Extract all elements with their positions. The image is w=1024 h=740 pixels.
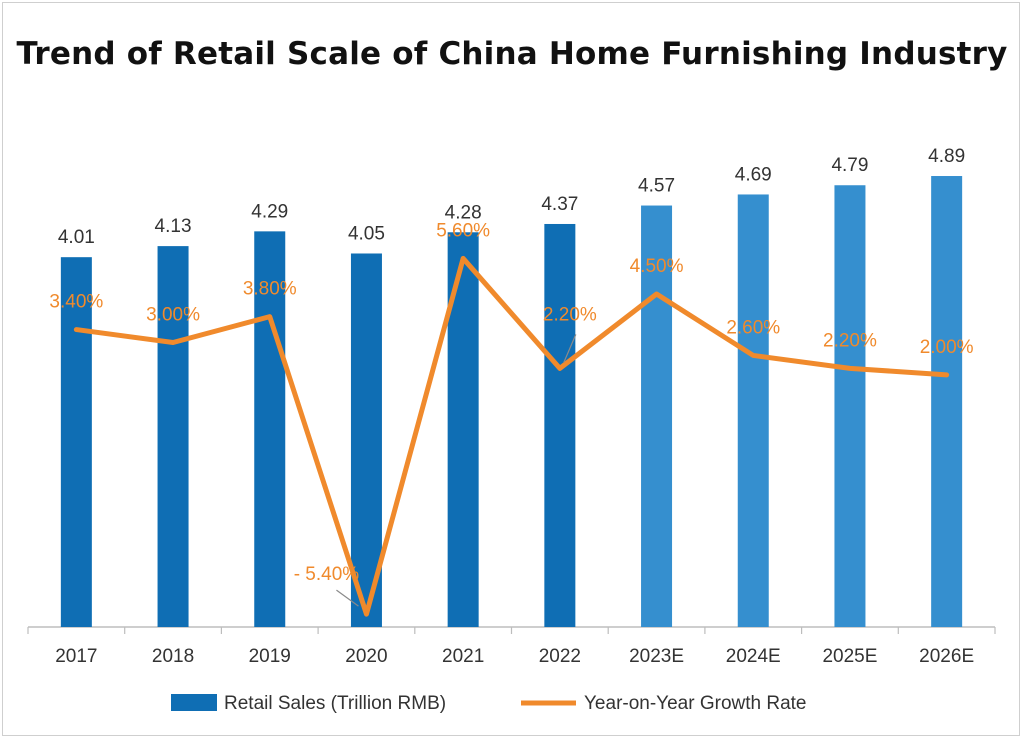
- bar-value-label: 4.01: [58, 227, 95, 248]
- growth-rate-label: 4.50%: [630, 256, 684, 277]
- growth-rate-label: 2.20%: [543, 304, 597, 325]
- growth-rate-label: 3.00%: [146, 305, 200, 326]
- growth-rate-label: 2.20%: [823, 330, 877, 351]
- bar-value-label: 4.29: [251, 201, 288, 222]
- bar-retail-sales-2024E: [737, 194, 769, 627]
- growth-rate-label: 2.00%: [920, 337, 974, 358]
- x-tick-label: 2021: [442, 646, 484, 667]
- bar-retail-sales-2023E: [641, 205, 673, 628]
- bar-value-label: 4.89: [928, 146, 965, 167]
- x-tick-label: 2022: [539, 646, 581, 667]
- leader-line: [336, 589, 359, 607]
- x-tick-label: 2018: [152, 646, 194, 667]
- bar-value-label: 4.05: [348, 223, 385, 244]
- x-tick-label: 2024E: [726, 646, 781, 667]
- bar-retail-sales-2017: [60, 257, 92, 627]
- chart-title: Trend of Retail Scale of China Home Furn…: [16, 36, 1008, 72]
- bar-value-label: 4.57: [638, 176, 675, 197]
- bar-value-label: 4.79: [831, 155, 868, 176]
- bar-retail-sales-2020: [350, 253, 382, 627]
- growth-rate-label: 3.40%: [49, 292, 103, 313]
- growth-rate-label: - 5.40%: [294, 564, 360, 585]
- growth-rate-label: 2.60%: [726, 317, 780, 338]
- bar-retail-sales-2019: [254, 231, 286, 628]
- x-tick-label: 2020: [345, 646, 387, 667]
- x-tick-label: 2017: [55, 646, 97, 667]
- x-tick-label: 2019: [249, 646, 291, 667]
- x-tick-label: 2026E: [919, 646, 974, 667]
- legend-label-retail-sales: Retail Sales (Trillion RMB): [224, 693, 446, 714]
- bar-value-label: 4.37: [541, 194, 578, 215]
- bar-retail-sales-2018: [157, 246, 189, 627]
- growth-rate-label: 3.80%: [243, 279, 297, 300]
- leader-line: [563, 334, 577, 363]
- legend-label-growth-rate: Year-on-Year Growth Rate: [584, 693, 807, 714]
- bar-retail-sales-2025E: [834, 185, 866, 627]
- bar-value-label: 4.13: [155, 216, 192, 237]
- growth-rate-label: 5.60%: [436, 220, 490, 241]
- bar-value-label: 4.69: [735, 164, 772, 185]
- bar-retail-sales-2026E: [931, 176, 963, 627]
- line-yoy-growth-rate: [73, 255, 950, 617]
- x-tick-label: 2023E: [629, 646, 684, 667]
- legend-swatch-retail-sales: [171, 694, 217, 711]
- x-tick-label: 2025E: [822, 646, 877, 667]
- bar-retail-sales-2022: [544, 223, 576, 627]
- bar-value-label: 4.28: [445, 202, 482, 223]
